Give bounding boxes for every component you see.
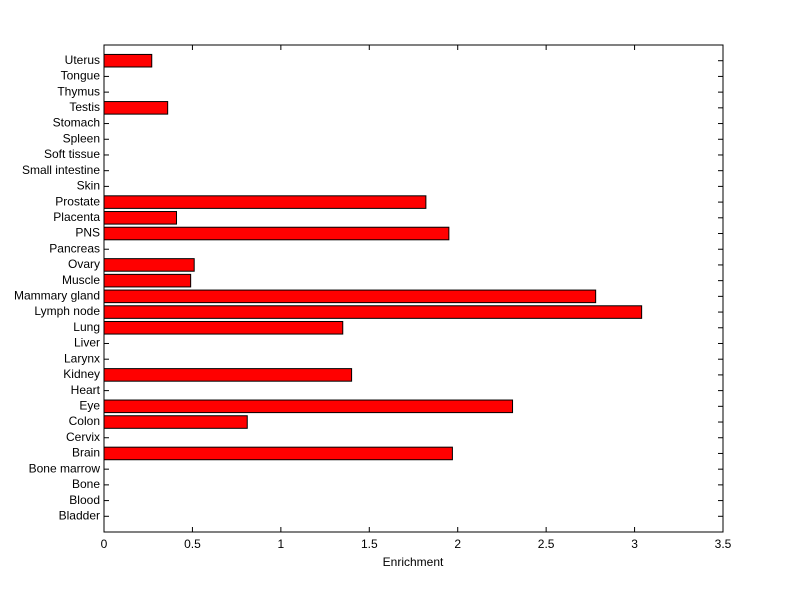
- bar: [103, 368, 353, 382]
- bar: [103, 320, 344, 335]
- x-tick-label: 3.5: [715, 537, 732, 551]
- bar: [103, 53, 153, 68]
- x-tick-label: 2: [454, 537, 461, 551]
- bar: [103, 101, 169, 115]
- x-axis-label: Enrichment: [383, 555, 444, 569]
- x-tick-label: 3: [631, 537, 638, 551]
- y-tick-label: Small intestine: [22, 163, 100, 177]
- y-tick-label: Prostate: [55, 194, 100, 208]
- y-tick-label: Ovary: [68, 257, 100, 271]
- x-tick-label: 1.5: [361, 537, 378, 551]
- y-tick-label: Bone: [72, 477, 100, 491]
- y-tick-label: Thymus: [57, 84, 100, 98]
- bar: [103, 273, 192, 288]
- y-tick-label: Bladder: [59, 508, 100, 522]
- bar: [103, 415, 248, 429]
- y-tick-label: Uterus: [65, 53, 100, 67]
- bar: [103, 305, 643, 319]
- bar: [103, 195, 427, 209]
- y-tick-label: Tongue: [61, 69, 101, 83]
- y-tick-label: Larynx: [64, 351, 100, 365]
- y-tick-label: Skin: [77, 179, 100, 193]
- y-tick-label: Liver: [74, 336, 100, 350]
- y-tick-label: Muscle: [62, 273, 100, 287]
- bar: [103, 226, 450, 241]
- y-tick-label: Lymph node: [34, 304, 100, 318]
- y-tick-label: Spleen: [63, 131, 100, 145]
- x-tick-label: 0.5: [184, 537, 201, 551]
- bar: [103, 446, 453, 461]
- y-tick-label: Heart: [71, 383, 101, 397]
- x-tick-label: 0: [101, 537, 108, 551]
- y-tick-label: Placenta: [53, 210, 100, 224]
- y-tick-label: Mammary gland: [14, 289, 100, 303]
- bar: [103, 399, 514, 414]
- y-tick-label: Cervix: [66, 430, 100, 444]
- y-tick-label: Lung: [73, 320, 100, 334]
- y-tick-label: Stomach: [53, 116, 100, 130]
- y-tick-label: Soft tissue: [44, 147, 100, 161]
- bar: [103, 211, 178, 225]
- y-tick-label: Bone marrow: [29, 461, 101, 475]
- y-tick-label: Kidney: [63, 367, 100, 381]
- x-tick-label: 1: [278, 537, 285, 551]
- bar: [103, 258, 195, 272]
- y-tick-label: Blood: [69, 493, 100, 507]
- y-tick-label: Brain: [72, 446, 100, 460]
- y-tick-label: Pancreas: [49, 241, 100, 255]
- y-tick-label: PNS: [75, 226, 100, 240]
- y-tick-label: Testis: [69, 100, 100, 114]
- bar: [103, 289, 597, 304]
- y-tick-label: Eye: [79, 398, 100, 412]
- y-tick-label: Colon: [69, 414, 100, 428]
- x-tick-label: 2.5: [538, 537, 555, 551]
